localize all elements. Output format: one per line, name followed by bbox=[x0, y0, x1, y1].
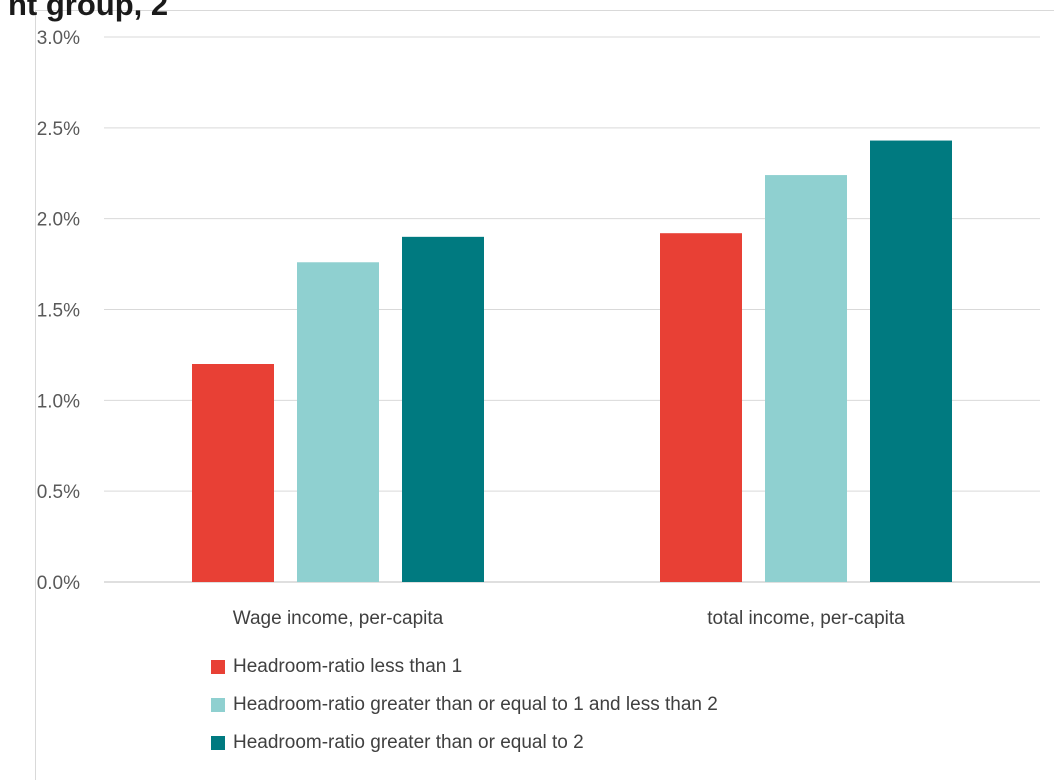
bar bbox=[402, 236, 484, 583]
legend: Headroom-ratio less than 1 Headroom-ratio… bbox=[211, 648, 718, 762]
x-axis-categories: Wage income, per-capita total income, per… bbox=[233, 608, 905, 629]
legend-swatch bbox=[211, 736, 225, 750]
legend-label: Headroom-ratio greater than or equal to … bbox=[233, 694, 718, 715]
x-category-label: Wage income, per-capita bbox=[233, 608, 444, 629]
y-tick-label: 2.0% bbox=[37, 210, 80, 231]
chart-title: nt group, 2 bbox=[8, 0, 169, 22]
chart-frame bbox=[35, 10, 1054, 780]
bar bbox=[765, 175, 847, 583]
bar bbox=[660, 233, 742, 582]
legend-label: Headroom-ratio less than 1 bbox=[233, 656, 463, 677]
y-tick-label: 3.0% bbox=[37, 28, 80, 49]
legend-item: Headroom-ratio greater than or equal to … bbox=[211, 724, 718, 762]
bar bbox=[192, 364, 274, 582]
y-tick-label: 0.0% bbox=[37, 573, 80, 594]
y-tick-label: 0.5% bbox=[37, 482, 80, 503]
bar bbox=[870, 140, 952, 583]
y-tick-label: 2.5% bbox=[37, 119, 80, 140]
legend-item: Headroom-ratio less than 1 bbox=[211, 648, 718, 686]
bar bbox=[297, 262, 379, 582]
legend-label: Headroom-ratio greater than or equal to … bbox=[233, 732, 584, 753]
y-axis-ticks: 0.0% 0.5% 1.0% 1.5% 2.0% 2.5% 3.0% bbox=[37, 28, 80, 594]
x-category-label: total income, per-capita bbox=[707, 608, 905, 629]
legend-item: Headroom-ratio greater than or equal to … bbox=[211, 686, 718, 724]
legend-swatch bbox=[211, 698, 225, 712]
y-tick-label: 1.5% bbox=[37, 301, 80, 322]
legend-swatch bbox=[211, 660, 225, 674]
y-tick-label: 1.0% bbox=[37, 391, 80, 412]
bars bbox=[192, 140, 952, 583]
